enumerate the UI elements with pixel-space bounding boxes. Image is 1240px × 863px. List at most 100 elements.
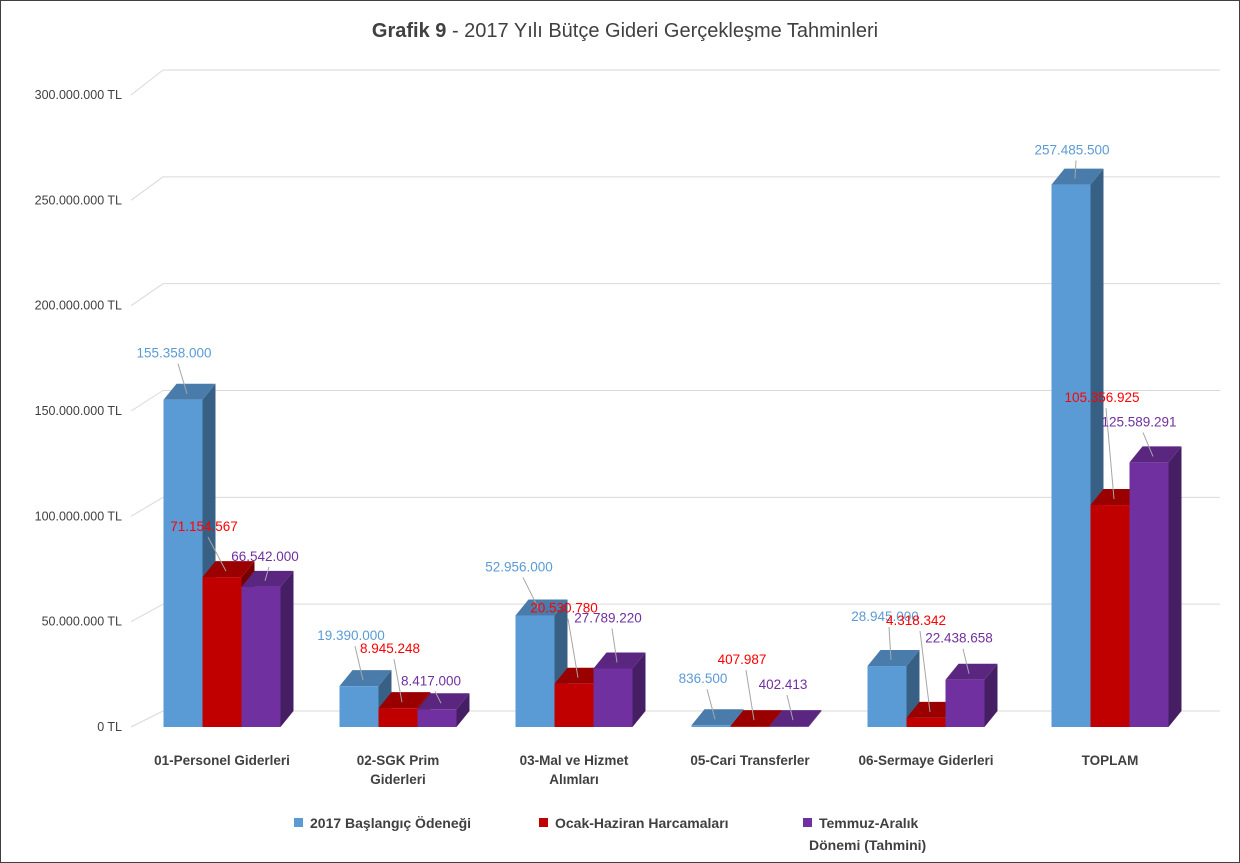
bar-top	[691, 709, 744, 726]
bar	[1129, 446, 1182, 727]
y-tick-label: 50.000.000 TL	[42, 615, 122, 629]
bar	[867, 650, 920, 727]
data-label-leader	[611, 628, 618, 663]
y-tick-label: 150.000.000 TL	[35, 404, 122, 418]
data-label: 8.945.248	[360, 641, 420, 656]
data-label-leader	[567, 618, 579, 678]
data-label: 155.358.000	[136, 346, 211, 361]
data-label: 27.789.220	[574, 610, 642, 625]
y-tick-label: 100.000.000 TL	[35, 509, 122, 523]
chart-title: Grafik 9 - 2017 Yılı Bütçe Gideri Gerçek…	[372, 20, 878, 42]
x-axis-ticks: 01-Personel Giderleri 02-SGK Prim Giderler…	[154, 753, 1138, 787]
data-label-leader	[264, 566, 270, 581]
data-label-leader	[706, 689, 716, 720]
bar-front	[241, 586, 281, 727]
bar-front	[202, 577, 242, 727]
data-label: 52.956.000	[485, 559, 553, 574]
legend-label: 2017 Başlangıç Ödeneği	[310, 815, 471, 831]
bar-side	[984, 663, 998, 727]
data-label: 125.589.291	[1101, 414, 1176, 429]
legend-label: Ocak-Haziran Harcamaları	[555, 815, 729, 831]
bar-front	[1090, 505, 1130, 727]
x-tick-label: 01-Personel Giderleri	[154, 753, 290, 768]
data-label: 836.500	[679, 671, 728, 686]
chart-title-rest: - 2017 Yılı Bütçe Gideri Gerçekleşme Tah…	[446, 20, 878, 42]
gridline-diag	[130, 710, 164, 728]
bar-top	[339, 670, 392, 687]
data-label: 28.945.000	[851, 609, 919, 624]
bar-top	[593, 652, 646, 669]
data-label: 19.390.000	[317, 628, 385, 643]
legend-label: Temmuz-Aralık Dönemi (Tahmini)	[809, 815, 926, 853]
bar-front	[515, 615, 555, 727]
x-tick-label: 06-Sermaye Giderleri	[858, 753, 993, 768]
bar-side	[632, 652, 646, 727]
data-label-leader	[962, 648, 970, 674]
bar-front	[417, 709, 457, 727]
data-label: 407.987	[718, 652, 767, 667]
y-tick-label: 250.000.000 TL	[35, 193, 122, 207]
bar-front	[1129, 462, 1169, 727]
bar-front	[339, 686, 379, 727]
y-tick-label: 200.000.000 TL	[35, 299, 122, 313]
bar	[945, 663, 998, 727]
data-label-leader	[522, 577, 540, 610]
bar-front	[163, 399, 203, 727]
x-tick-label: 05-Cari Transferler	[690, 753, 810, 768]
legend-swatch	[294, 818, 303, 827]
y-tick-label: 300.000.000 TL	[35, 88, 122, 102]
legend-swatch	[803, 818, 812, 827]
bar	[593, 652, 646, 727]
legend: 2017 Başlangıç Ödeneği Ocak-Haziran Harca…	[294, 815, 926, 853]
data-label: 71.154.567	[170, 519, 238, 534]
data-label-leader	[919, 630, 931, 712]
y-axis-ticks: 0 TL 50.000.000 TL 100.000.000 TL 150.000.0…	[35, 88, 122, 734]
data-label: 66.542.000	[231, 549, 299, 564]
bar-top	[202, 561, 255, 578]
bar-top	[945, 663, 998, 680]
bar-top	[1051, 168, 1104, 185]
bar-top	[378, 692, 431, 709]
data-label-leader	[434, 691, 442, 704]
bar-top	[867, 650, 920, 667]
data-label: 105.356.925	[1064, 390, 1139, 405]
bar-front	[945, 679, 985, 727]
gridline-diag	[130, 603, 164, 623]
gridline-diag	[130, 283, 164, 307]
data-label-leader	[745, 670, 755, 721]
bar-top	[163, 383, 216, 400]
bar-top	[515, 599, 568, 616]
data-label: 8.417.000	[401, 673, 461, 688]
bar	[339, 670, 392, 727]
bar-top	[769, 710, 822, 727]
data-label: 402.413	[759, 677, 808, 692]
chart-title-prefix: Grafik 9	[372, 20, 446, 42]
bar-side	[1168, 446, 1182, 727]
x-tick-label: 02-SGK Prim Giderleri	[357, 753, 440, 787]
gridline-diag	[130, 176, 164, 201]
bar-front	[691, 725, 731, 727]
bar-side	[456, 693, 470, 727]
bars-layer	[163, 168, 1182, 728]
data-labels-layer: 155.358.000 71.154.567 66.542.000 19.390.00…	[136, 143, 1177, 721]
bar-front	[378, 708, 418, 727]
bar-front	[867, 666, 907, 727]
bar-front	[1051, 184, 1091, 728]
data-label-leader	[1142, 432, 1154, 457]
grid-layer	[130, 69, 1220, 728]
data-label-leader	[177, 363, 188, 394]
bar-top	[241, 570, 294, 587]
bar	[769, 710, 822, 727]
gridline-diag	[130, 390, 164, 412]
data-label: 4.318.342	[886, 613, 946, 628]
data-label-leader	[888, 626, 892, 661]
bar-top	[730, 710, 783, 727]
bar-front	[906, 717, 946, 727]
data-label-leader	[1105, 408, 1115, 500]
bar-front	[554, 683, 594, 727]
data-label: 20.530.780	[530, 601, 598, 616]
bar-front	[593, 668, 633, 727]
bar	[417, 693, 470, 727]
bar	[241, 570, 294, 727]
data-label-leader	[786, 695, 794, 721]
